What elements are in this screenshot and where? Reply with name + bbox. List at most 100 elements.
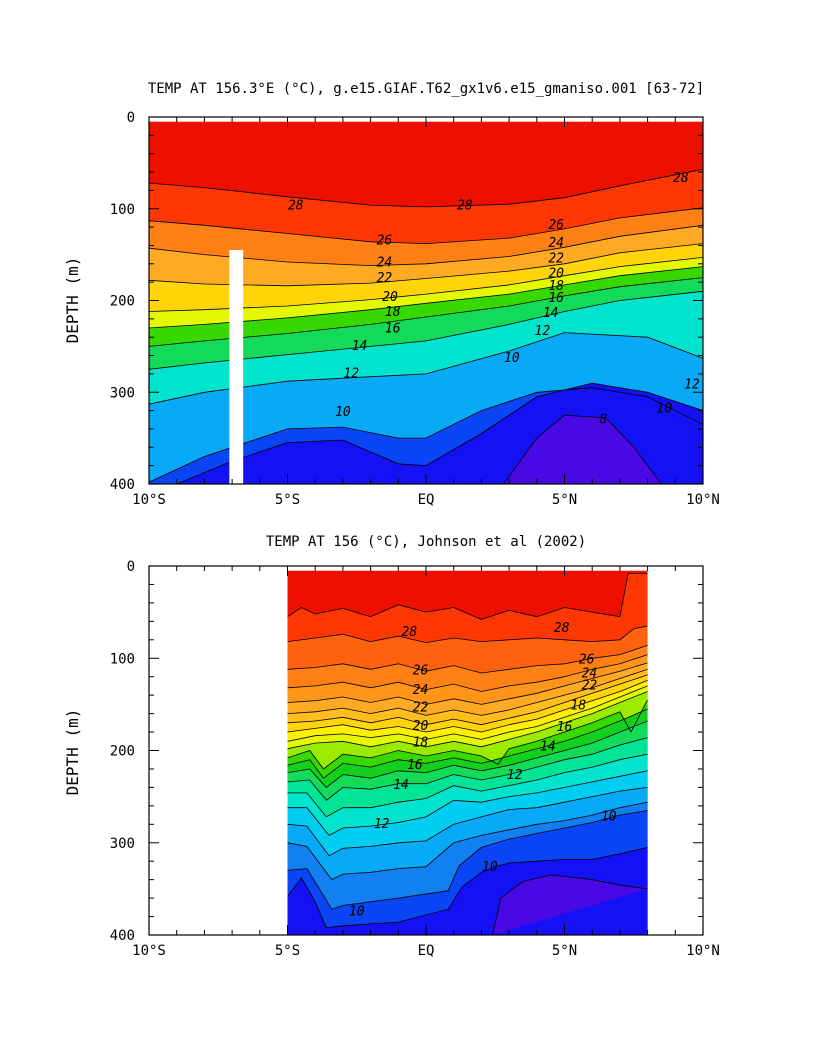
isotherm-line <box>287 753 648 818</box>
isotherm-line <box>287 720 648 788</box>
contour-label: 28 <box>457 198 473 213</box>
x-tick-label: 5°S <box>275 943 300 959</box>
contour-band <box>492 875 648 935</box>
contour-label: 18 <box>548 279 564 294</box>
y-tick-label: 300 <box>110 385 135 401</box>
isotherm-line <box>492 874 648 935</box>
isotherm-line <box>287 668 648 716</box>
contour-label: 8 <box>599 412 607 427</box>
isotherm-line <box>287 625 648 644</box>
isotherm-line <box>287 662 648 705</box>
contour-label: 10 <box>504 351 520 366</box>
contour-label: 26 <box>413 664 429 679</box>
isotherm-line <box>149 387 703 483</box>
isotherm-line <box>149 382 703 485</box>
isotherm-line <box>149 168 703 208</box>
contour-label: 22 <box>377 271 393 286</box>
isotherm-line <box>503 414 662 485</box>
x-tick-label: 10°N <box>686 943 720 959</box>
isotherm-line <box>287 737 648 801</box>
x-tick-label: 10°S <box>132 943 166 959</box>
contour-label: 12 <box>343 366 359 381</box>
contour-label: 28 <box>554 621 570 636</box>
x-tick-label: 5°N <box>552 943 577 959</box>
isotherm-line <box>287 708 648 779</box>
isotherm-line <box>287 770 648 836</box>
chart-title: TEMP AT 156 (°C), Johnson et al (2002) <box>266 534 586 550</box>
contour-label: 16 <box>557 720 573 735</box>
y-tick-label: 400 <box>110 928 135 944</box>
isotherm-line <box>287 810 648 910</box>
contour-label: 10 <box>601 809 617 824</box>
y-tick-label: 400 <box>110 477 135 493</box>
contour-label: 28 <box>288 198 304 213</box>
y-tick-label: 200 <box>110 744 135 760</box>
contour-label: 14 <box>540 739 556 754</box>
contour-label: 10 <box>482 860 498 875</box>
isotherm-line <box>287 644 648 674</box>
contour-label: 20 <box>548 266 564 281</box>
contour-label: 16 <box>385 321 401 336</box>
contour-label: 16 <box>548 291 564 306</box>
chart-title: TEMP AT 156.3°E (°C), g.e15.GIAF.T62_gx1… <box>148 81 704 97</box>
contour-label: 26 <box>548 218 564 233</box>
isotherm-line <box>287 699 648 770</box>
contour-field <box>149 121 703 485</box>
contour-label: 18 <box>385 305 401 320</box>
x-tick-label: 10°S <box>132 492 166 508</box>
y-tick-label: 300 <box>110 836 135 852</box>
missing-data-column <box>229 250 244 485</box>
y-tick-label: 0 <box>127 559 135 575</box>
isotherm-line <box>287 787 648 857</box>
contour-label: 24 <box>548 236 564 251</box>
contour-label: 24 <box>413 683 429 698</box>
contour-label: 24 <box>377 255 393 270</box>
contour-label: 12 <box>507 768 523 783</box>
contour-label: 14 <box>543 306 559 321</box>
contour-label: 14 <box>352 339 368 354</box>
contour-label: 18 <box>571 699 587 714</box>
contour-band <box>503 415 662 484</box>
contour-label: 20 <box>382 290 398 305</box>
y-tick-label: 100 <box>110 202 135 218</box>
contour-label: 16 <box>407 758 423 773</box>
x-tick-label: EQ <box>418 943 435 959</box>
y-tick-label: 100 <box>110 651 135 667</box>
contour-field <box>287 570 648 935</box>
x-tick-label: EQ <box>418 492 435 508</box>
y-axis-label: DEPTH (m) <box>63 257 82 344</box>
isotherm-line <box>287 691 648 750</box>
contour-label: 12 <box>535 324 551 339</box>
isotherm-line <box>287 674 648 726</box>
contour-label: 24 <box>582 666 598 681</box>
isotherm-line <box>149 207 703 245</box>
contour-label: 26 <box>579 653 595 668</box>
contour-label: 22 <box>548 252 564 267</box>
contour-label: 28 <box>402 625 418 640</box>
isotherm-line <box>287 654 648 692</box>
contour-label: 22 <box>582 678 598 693</box>
contour-label: 28 <box>673 171 689 186</box>
axes: 10°S 5°S EQ 5°N 10°N 0 100 200 300 400 <box>110 559 720 959</box>
x-tick-label: 5°S <box>275 492 300 508</box>
contour-label: 26 <box>377 233 393 248</box>
y-axis-label: DEPTH (m) <box>63 709 82 796</box>
contour-label: 14 <box>393 778 409 793</box>
contour-label: 12 <box>374 817 390 832</box>
contour-label: 10 <box>656 401 672 416</box>
isotherm-line <box>287 801 648 881</box>
isotherm-line <box>287 847 648 929</box>
contour-label: 22 <box>413 701 429 716</box>
contour-label: 12 <box>684 377 700 392</box>
isotherm-line <box>287 680 648 733</box>
contour-label: 10 <box>335 405 351 420</box>
panel-observed-temperature: TEMP AT 156 (°C), Johnson et al (2002) D… <box>63 534 720 959</box>
panel-model-temperature: TEMP AT 156.3°E (°C), g.e15.GIAF.T62_gx1… <box>63 81 720 508</box>
isotherm-line <box>287 573 648 620</box>
contour-label: 20 <box>413 719 429 734</box>
contour-label: 18 <box>413 736 429 751</box>
y-tick-label: 0 <box>127 110 135 126</box>
contour-label: 10 <box>349 904 365 919</box>
x-tick-label: 10°N <box>686 492 720 508</box>
